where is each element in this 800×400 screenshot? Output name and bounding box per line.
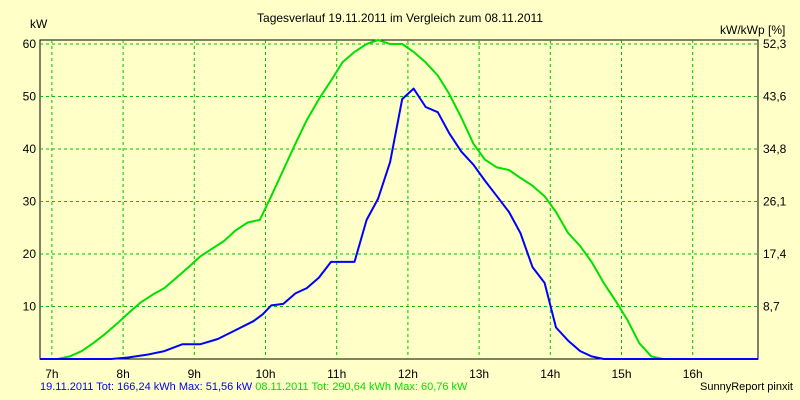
footer-series-1: 19.11.2011 Tot: 166,24 kWh Max: 51,56 kW (40, 381, 256, 393)
plot-area (39, 39, 759, 360)
y-tick-label-right: 43,6 (763, 89, 787, 103)
x-tick-label: 15h (611, 367, 631, 381)
series-line-19.11.2011 (39, 87, 759, 360)
x-tick-label: 8h (116, 367, 129, 381)
y-tick-label-right: 17,4 (763, 247, 787, 261)
footer-summary: 19.11.2011 Tot: 166,24 kWh Max: 51,56 kW… (40, 381, 467, 393)
y-tick-label-left: 20 (23, 247, 37, 261)
y-tick-label-right: 52,3 (763, 37, 787, 51)
x-tick-label: 16h (683, 367, 703, 381)
series-line-08.11.2011 (39, 39, 759, 360)
right-axis-unit: kW/kWp [%] (720, 23, 785, 37)
left-axis-unit: kW (30, 17, 48, 31)
y-tick-label-right: 26,1 (763, 194, 787, 208)
footer-series-2: 08.11.2011 Tot: 290,64 kWh Max: 60,76 kW (255, 381, 468, 393)
axis-ticks: 7h 8h 9h 10h 11h 12h 13h 14h 15h 16h 10 8,7 20 17,4 30… (23, 37, 787, 381)
y-tick-label-left: 10 (23, 299, 37, 313)
x-tick-label: 13h (469, 367, 489, 381)
x-tick-label: 10h (255, 367, 275, 381)
footer-credit: SunnyReport pinxit (700, 381, 793, 393)
y-tick-label-left: 30 (23, 194, 37, 208)
y-tick-label-left: 60 (23, 37, 37, 51)
chart-title: Tagesverlauf 19.11.2011 im Vergleich zum… (257, 11, 543, 25)
x-tick-label: 11h (327, 367, 346, 381)
x-tick-label: 12h (398, 367, 418, 381)
y-tick-label-right: 8,7 (763, 299, 780, 313)
x-tick-label: 7h (45, 367, 58, 381)
y-tick-label-left: 50 (23, 89, 37, 103)
y-tick-label-right: 34,8 (763, 142, 787, 156)
y-tick-label-left: 40 (23, 142, 37, 156)
series-lines (39, 39, 759, 360)
x-tick-label: 14h (540, 367, 560, 381)
x-tick-label: 9h (188, 367, 201, 381)
